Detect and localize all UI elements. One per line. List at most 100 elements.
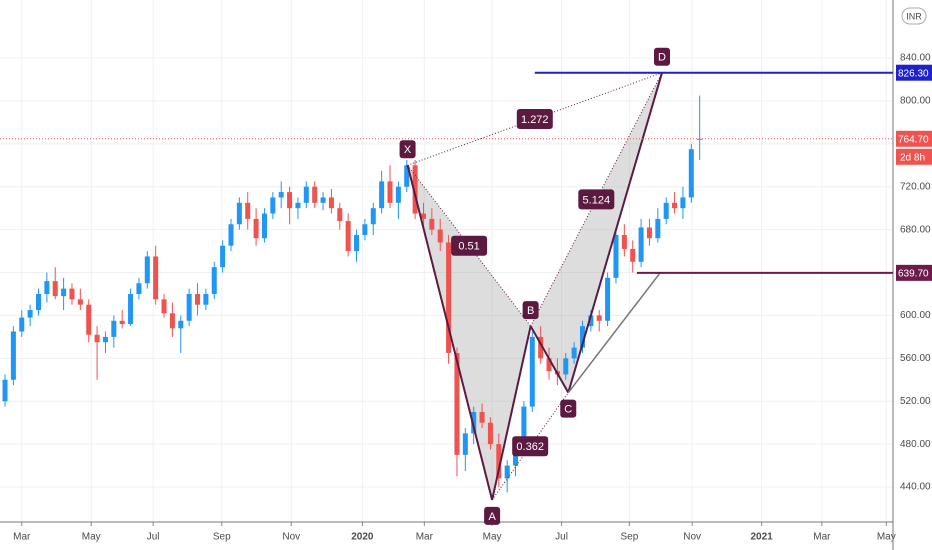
candle-body	[420, 213, 426, 219]
candle-body	[161, 299, 167, 314]
point-bg	[399, 140, 416, 159]
candle-body	[303, 186, 309, 203]
candle-body	[44, 281, 50, 294]
candle-body	[379, 181, 385, 209]
candle-body	[320, 197, 326, 203]
candle-body	[362, 224, 368, 235]
candle-body	[345, 221, 351, 252]
candle-body	[245, 202, 251, 219]
candle-body	[446, 242, 452, 353]
x-tick-label: Jul	[147, 532, 160, 543]
pattern-leg	[567, 72, 663, 393]
candle-body	[195, 293, 201, 305]
candle-body	[2, 379, 8, 402]
candle-body	[10, 331, 16, 380]
candle-body	[270, 197, 276, 214]
countdown-bg	[896, 148, 932, 165]
candle-body	[538, 336, 544, 359]
point-bg	[484, 506, 501, 525]
candle-body	[220, 245, 226, 268]
candle-body	[253, 218, 259, 239]
y-tick-label: 800.00	[900, 96, 931, 107]
ratio-bg	[451, 235, 488, 256]
x-tick-label: 2020	[351, 532, 374, 543]
y-tick-label: 480.00	[900, 439, 931, 450]
candle-body	[153, 256, 159, 300]
x-tick-label: Mar	[416, 532, 434, 543]
candle-body	[529, 336, 535, 407]
candle-body	[312, 186, 318, 203]
candle-body	[52, 281, 58, 297]
ratio-label: 1.272	[521, 114, 549, 126]
y-tick-label: 560.00	[900, 353, 931, 364]
x-tick-label: Nov	[683, 532, 701, 543]
ratio-bg	[512, 436, 549, 457]
x-tick-label: Sep	[213, 532, 231, 543]
level-label-bg	[896, 64, 932, 81]
candle-body	[186, 293, 192, 321]
candle-body	[462, 433, 468, 455]
candle-body	[605, 277, 611, 321]
y-tick-label: 720.00	[900, 181, 931, 192]
candle-body	[144, 256, 150, 284]
pattern-ratio-line	[530, 72, 663, 327]
pattern-leg	[529, 325, 570, 394]
x-tick-label: May	[877, 532, 896, 543]
candle-body	[278, 192, 284, 198]
pattern-area	[530, 72, 663, 393]
pattern-leg	[491, 325, 532, 501]
candle-body	[77, 299, 83, 305]
candle-body	[111, 320, 117, 337]
pattern-area	[407, 165, 531, 500]
candle-body	[169, 313, 175, 329]
ratio-label: 0.51	[458, 241, 479, 253]
x-tick-label: Nov	[282, 532, 300, 543]
candle-body	[128, 293, 134, 325]
candle-body	[621, 234, 627, 249]
candle-body	[454, 352, 460, 455]
candle-body	[395, 186, 401, 203]
candle-body	[119, 320, 125, 325]
point-label: C	[564, 404, 572, 416]
ratio-bg	[578, 189, 615, 210]
y-tick-label: 840.00	[900, 53, 931, 64]
x-tick-label: Jul	[555, 532, 568, 543]
candle-body	[337, 208, 343, 222]
ratio-bg	[516, 108, 553, 129]
y-tick-label: 680.00	[900, 224, 931, 235]
candle-body	[261, 213, 267, 239]
candle-body	[638, 227, 644, 262]
ratio-label: 5.124	[583, 194, 611, 206]
pattern-leg	[406, 165, 494, 501]
candle-body	[295, 202, 301, 209]
candle-body	[487, 422, 493, 445]
candle-body	[412, 165, 418, 214]
candle-body	[688, 149, 694, 198]
candle-body	[69, 288, 75, 300]
candle-body	[370, 208, 376, 225]
candle-body	[563, 358, 569, 375]
countdown: 2d 8h	[900, 152, 925, 163]
x-tick-label: Mar	[13, 532, 31, 543]
candle-body	[521, 406, 527, 447]
candle-body	[579, 326, 586, 348]
candle-body	[546, 358, 552, 372]
candle-body	[35, 293, 42, 311]
candle-body	[437, 229, 443, 243]
y-tick-label: 440.00	[900, 482, 931, 493]
candle-body	[19, 317, 25, 332]
candle-body	[479, 411, 485, 423]
x-tick-label: 2021	[750, 532, 773, 543]
candle-body	[211, 267, 217, 294]
candle-body	[61, 288, 67, 297]
point-bg	[560, 399, 577, 418]
point-bg	[654, 47, 671, 66]
candle-body	[94, 334, 100, 343]
candle-body	[646, 227, 652, 239]
y-tick-label: 520.00	[900, 396, 931, 407]
level-label: 826.30	[898, 68, 929, 79]
point-label: X	[404, 144, 412, 156]
y-tick-label: 600.00	[900, 310, 931, 321]
candle-body	[86, 304, 92, 335]
